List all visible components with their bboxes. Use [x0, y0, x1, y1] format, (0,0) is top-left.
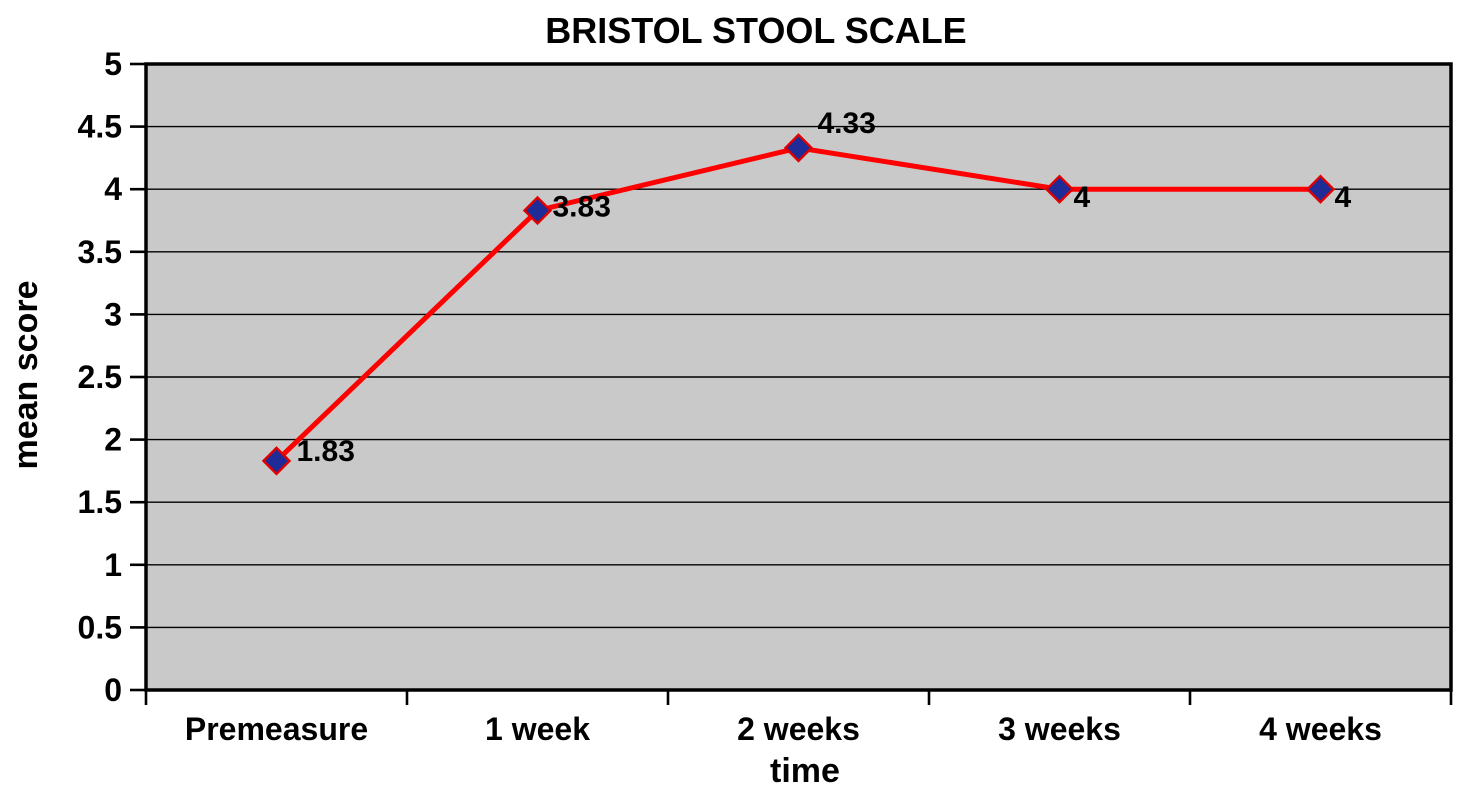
x-axis-ticks — [144, 690, 1453, 705]
data-point-label: 3.83 — [553, 190, 611, 223]
y-tick-label: 1 — [104, 547, 122, 583]
y-tick-label: 5 — [104, 46, 122, 82]
x-category-label: 3 weeks — [998, 711, 1121, 747]
data-point-marker — [1305, 174, 1336, 204]
data-point-label: 1.83 — [297, 435, 355, 468]
y-tick-label: 1.5 — [78, 484, 122, 520]
x-axis-labels: Premeasure 1 week 2 weeks 3 weeks 4 weeks — [185, 711, 1382, 747]
x-category-label: 1 week — [485, 711, 590, 747]
y-axis-ticks — [130, 62, 146, 692]
data-point-marker — [783, 133, 814, 163]
data-point-marker — [1044, 174, 1075, 204]
y-tick-label: 2 — [104, 422, 122, 458]
x-category-label: Premeasure — [185, 711, 368, 747]
y-tick-label: 0 — [104, 672, 122, 708]
data-point-label: 4 — [1335, 181, 1352, 214]
data-point-label: 4.33 — [818, 107, 876, 140]
y-tick-label: 3 — [104, 296, 122, 332]
x-axis-title: time — [770, 752, 840, 790]
data-point-marker — [261, 446, 292, 476]
data-point-marker — [522, 195, 553, 226]
y-tick-label: 2.5 — [78, 359, 122, 395]
data-point-label: 4 — [1074, 181, 1091, 214]
y-tick-label: 0.5 — [78, 609, 122, 645]
y-tick-label: 4.5 — [78, 109, 122, 145]
chart-title: BRISTOL STOOL SCALE — [545, 10, 966, 51]
y-tick-label: 3.5 — [78, 234, 122, 270]
x-category-label: 4 weeks — [1259, 711, 1382, 747]
x-category-label: 2 weeks — [737, 711, 860, 747]
data-point-labels: 1.83 3.83 4.33 4 4 — [297, 107, 1352, 468]
y-tick-label: 4 — [104, 171, 122, 207]
data-point-markers — [261, 133, 1336, 476]
y-axis-title: mean score — [7, 281, 45, 470]
y-axis-labels: 0 0.5 1 1.5 2 2.5 3 3.5 4 4.5 5 — [78, 46, 123, 708]
